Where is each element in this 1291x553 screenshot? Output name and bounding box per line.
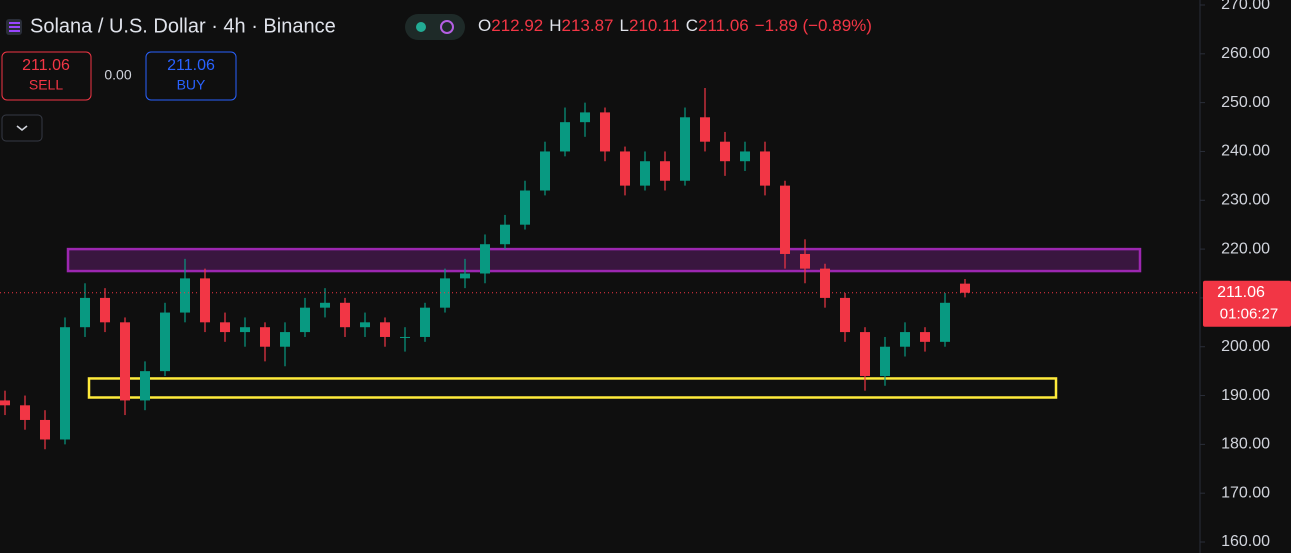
sell-button[interactable] <box>1 51 92 101</box>
status-pill <box>405 14 465 40</box>
candle-body <box>880 346 890 377</box>
zone <box>87 377 1058 399</box>
candle-body <box>300 307 310 333</box>
y-tick-label: 240.00 <box>1221 143 1270 160</box>
collapse-button[interactable] <box>1 114 43 142</box>
candle-body <box>540 151 550 191</box>
open-label: O <box>478 16 491 35</box>
candle-body <box>940 302 950 342</box>
buy-label: BUY <box>177 77 206 93</box>
buy-price: 211.06 <box>167 57 215 74</box>
ohlc-header: O212.92 H213.87 L210.11 C211.06 −1.89 (−0.89… <box>478 16 872 35</box>
candle-body <box>700 117 710 142</box>
y-tick-label: 220.00 <box>1221 240 1270 257</box>
candle-body <box>580 112 590 123</box>
close-label: C <box>686 16 698 35</box>
y-tick-label: 200.00 <box>1221 338 1270 355</box>
candle-body <box>120 322 130 401</box>
plot <box>0 87 1200 450</box>
candle-body <box>620 151 630 186</box>
high-value: 213.87 <box>562 16 614 35</box>
y-tick-label: 190.00 <box>1221 387 1270 404</box>
candle-body <box>920 332 930 342</box>
spread: 0.00 <box>104 67 131 83</box>
candle-body <box>380 322 390 337</box>
candle-body <box>260 327 270 347</box>
candle-body <box>560 122 570 152</box>
candle-body <box>80 297 90 328</box>
close-value: 211.06 <box>698 16 749 35</box>
buy-button[interactable] <box>145 51 237 101</box>
change-value: −1.89 (−0.89%) <box>755 16 872 35</box>
trade-buttons: 211.06 SELL 0.00 211.06 BUY <box>1 51 237 142</box>
candle-body <box>820 268 830 298</box>
candle-body <box>40 419 50 440</box>
candle-body <box>740 151 750 162</box>
candle-body <box>420 307 430 337</box>
candle-body <box>840 297 850 333</box>
high-label: H <box>549 16 561 35</box>
candle-body <box>60 327 70 440</box>
candle-body <box>160 312 170 372</box>
y-tick-label: 160.00 <box>1221 533 1270 550</box>
candle-body <box>600 112 610 152</box>
candle-body <box>720 141 730 162</box>
candle-body <box>660 161 670 181</box>
status-icon <box>440 20 454 34</box>
candle-body <box>900 332 910 347</box>
sell-label: SELL <box>29 77 63 93</box>
price-tag-value: 211.06 <box>1217 284 1265 301</box>
low-value: 210.11 <box>629 16 680 35</box>
sell-price: 211.06 <box>22 57 70 74</box>
chevron <box>16 125 28 132</box>
status-dot <box>416 22 426 32</box>
price-tag <box>1203 280 1291 327</box>
y-tick-label: 250.00 <box>1221 94 1270 111</box>
candle-body <box>680 117 690 181</box>
candle-body <box>220 322 230 333</box>
candle-body <box>180 278 190 313</box>
candle-body <box>520 190 530 225</box>
candle-body <box>400 336 410 338</box>
y-tick-label: 260.00 <box>1221 45 1270 62</box>
candle-body <box>0 400 10 406</box>
y-tick-label: 230.00 <box>1221 191 1270 208</box>
symbol-icon-lines <box>9 22 20 32</box>
candle-body <box>500 224 510 245</box>
header: Solana / U.S. Dollar · 4h · Binance O212… <box>6 14 872 40</box>
candle-body <box>280 332 290 347</box>
y-tick-label: 180.00 <box>1221 436 1270 453</box>
symbol-title: Solana / U.S. Dollar · 4h · Binance <box>30 15 336 37</box>
candle-body <box>760 151 770 186</box>
candle-body <box>960 283 970 293</box>
candle-body <box>140 371 150 401</box>
candle-body <box>360 322 370 328</box>
candle-body <box>480 244 490 274</box>
candle-body <box>20 405 30 420</box>
candle-body <box>860 332 870 377</box>
candle-body <box>460 273 470 279</box>
y-tick-label: 170.00 <box>1221 484 1270 501</box>
low-label: L <box>620 16 629 35</box>
candle-body <box>640 161 650 186</box>
y-tick-label: 270.00 <box>1221 0 1270 13</box>
candle-body <box>240 327 250 333</box>
open-value: 212.92 <box>491 16 543 35</box>
candle-body <box>320 302 330 308</box>
candle-body <box>200 278 210 323</box>
candle-body <box>800 253 810 269</box>
countdown: 01:06:27 <box>1220 306 1278 323</box>
candle-body <box>340 302 350 328</box>
zone <box>66 247 1142 273</box>
candle-body <box>780 185 790 254</box>
candle-body <box>100 297 110 323</box>
